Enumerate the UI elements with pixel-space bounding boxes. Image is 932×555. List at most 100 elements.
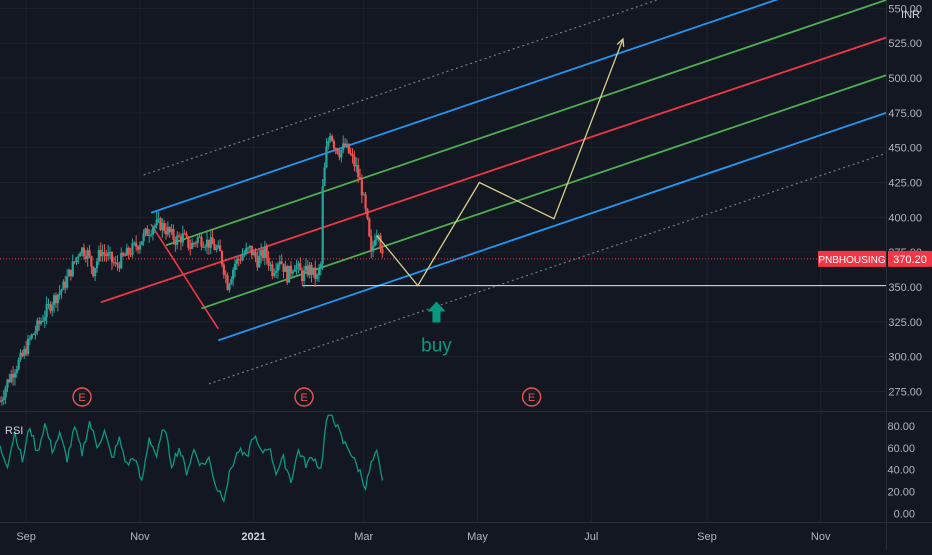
candle-body (71, 261, 74, 277)
pitchfork-dotted-lines (143, 0, 887, 385)
candle-body (355, 165, 358, 167)
pitchfork-lower-outer-line (217, 111, 887, 342)
candle-body (340, 149, 343, 158)
candle-body (204, 246, 207, 248)
candle-body (97, 249, 100, 262)
candle-body (280, 261, 283, 264)
candle-body (45, 304, 48, 318)
candle-body (10, 373, 13, 382)
candle-body (131, 243, 134, 255)
candle-body (224, 274, 227, 276)
candle-body (371, 245, 375, 252)
candle-body (319, 263, 322, 269)
candle-body (349, 153, 352, 155)
candle-body (187, 236, 190, 248)
candle-body (263, 246, 266, 259)
pitchfork-upper-outer-line (150, 0, 779, 214)
candle-body (353, 156, 356, 167)
candle-body (11, 373, 15, 378)
candle-body (357, 165, 360, 177)
candle-body (84, 256, 87, 260)
candle-body (191, 242, 194, 249)
last-price-label: 370.20 (893, 254, 927, 266)
rsi-tick-label: 80.00 (887, 421, 915, 433)
candle-body (54, 295, 58, 304)
candle-body (101, 252, 104, 257)
symbol-tag-label: PNBHOUSING (818, 255, 885, 266)
candle-body (334, 148, 337, 150)
candle-body (43, 317, 46, 321)
candle-body (237, 258, 240, 260)
candle-body (258, 255, 261, 268)
candle-body (144, 228, 147, 234)
candle-body (226, 275, 229, 290)
candle-body (36, 320, 39, 332)
candle-body (256, 257, 259, 268)
candle-body (6, 379, 9, 388)
candle-body (230, 279, 233, 284)
candle-body (342, 143, 345, 150)
candle-body (69, 269, 72, 277)
candle-body (176, 235, 179, 245)
candle-body (108, 251, 112, 253)
last-price-tag (888, 250, 932, 267)
candle-body (220, 251, 224, 265)
candle-body (246, 247, 250, 249)
candle-body (136, 246, 140, 250)
candle-body (140, 241, 143, 245)
candle-body (157, 218, 160, 220)
projection-path (376, 38, 624, 287)
candle-body (379, 235, 382, 250)
candle-body (127, 247, 130, 255)
candle-body (151, 227, 155, 235)
candle-body (153, 225, 156, 228)
candle-body (192, 242, 196, 244)
earnings-marker-circle (72, 387, 92, 407)
candle-body (261, 249, 265, 259)
candle-body (338, 153, 341, 158)
candle-body (92, 266, 95, 277)
pitchfork-upper-dotted-line (143, 0, 659, 176)
price-tick-label: 500.00 (888, 73, 922, 85)
candle-body (110, 251, 114, 263)
candle-body (49, 303, 52, 311)
candle-body (60, 289, 63, 293)
rsi-pane: RSI (0, 414, 384, 503)
candle-body (32, 334, 35, 336)
candle-body (202, 246, 205, 248)
rsi-line (0, 414, 384, 503)
candle-body (265, 246, 268, 258)
candle-body (278, 261, 281, 265)
projection-path-group: buy (376, 37, 625, 356)
time-tick-label: May (467, 531, 488, 543)
candle-body (366, 208, 369, 219)
candle-body (94, 268, 97, 277)
time-tick-label: Mar (354, 531, 373, 543)
candle-body (250, 245, 253, 256)
candle-body (343, 143, 347, 147)
candle-body (138, 244, 141, 250)
time-tick-label: Sep (697, 531, 717, 543)
candle-body (118, 264, 121, 269)
candle-body (179, 236, 183, 243)
candle-body (64, 281, 67, 288)
candle-body (34, 331, 37, 335)
candle-body (284, 266, 287, 272)
candle-body (289, 265, 293, 274)
candle-body (345, 143, 349, 147)
candle-body (362, 194, 365, 196)
candle-body (80, 247, 84, 254)
candle-body (183, 233, 186, 235)
buy-arrow-icon (427, 301, 446, 323)
buy-label: buy (421, 335, 452, 356)
candle-body (129, 254, 132, 256)
pitchfork (100, 0, 887, 342)
candle-body (269, 264, 272, 266)
candle-body (273, 272, 276, 276)
earnings-marker-circle (294, 387, 314, 407)
candle-body (241, 255, 244, 261)
candle-body (243, 253, 246, 256)
candle-body (112, 262, 115, 264)
